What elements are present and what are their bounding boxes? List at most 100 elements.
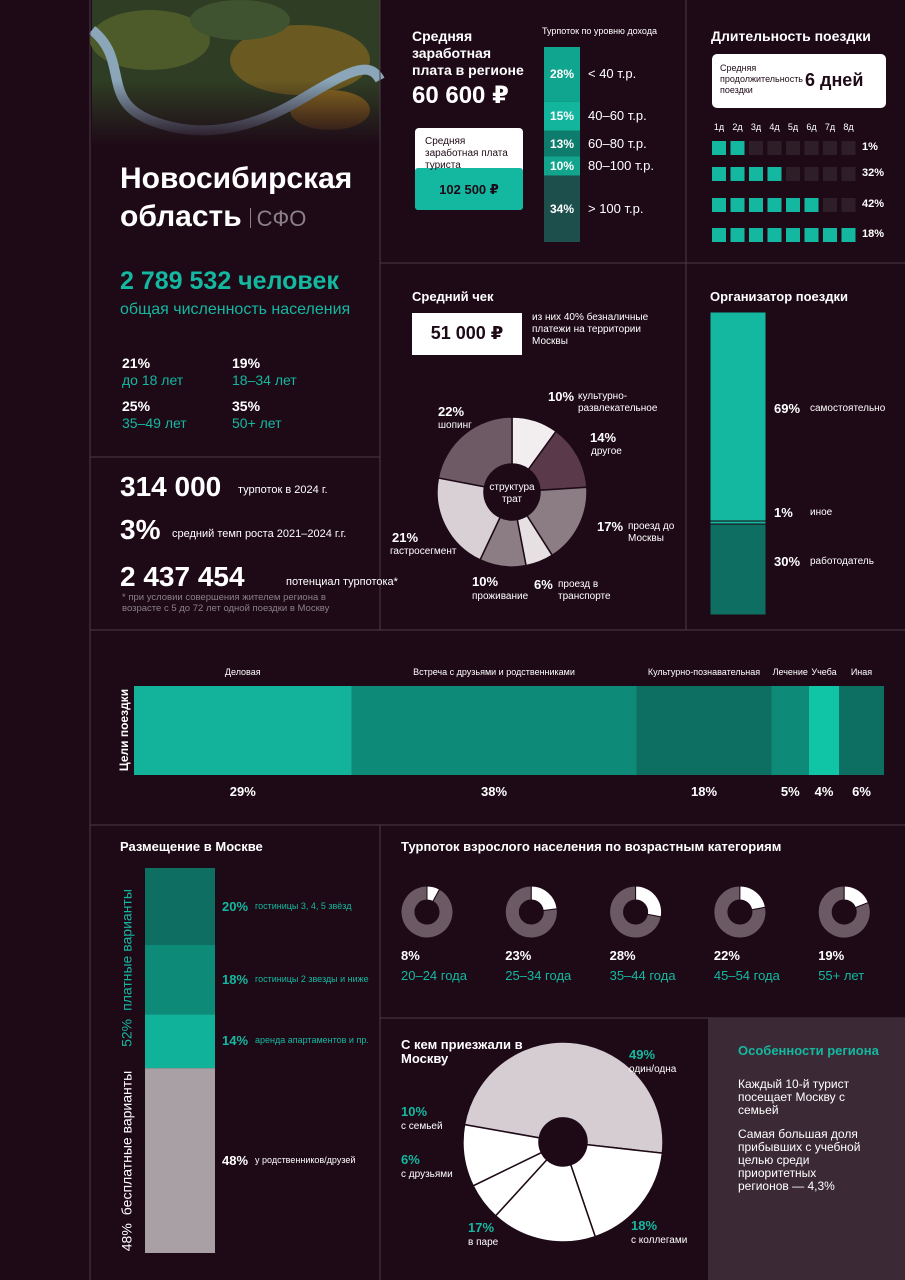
- purpose-label: Культурно-познавательная: [647, 667, 761, 677]
- purpose-value: 4%: [814, 784, 834, 799]
- purpose-segment: [839, 686, 884, 775]
- day-cell: [841, 198, 856, 212]
- average-duration-value: 6 дней: [805, 70, 864, 90]
- age-flow-label: 35–44 года: [609, 968, 676, 983]
- accommodation-segment: [145, 1014, 215, 1069]
- accommodation-label: аренда апартаментов и пр.: [255, 1035, 369, 1046]
- age-flow-value: 19%: [818, 948, 845, 963]
- day-cell: [767, 167, 782, 181]
- companion-slice: [462, 1123, 543, 1187]
- region-district: СФО: [256, 206, 307, 231]
- receipt: [412, 313, 522, 355]
- companions-title: С кем приезжали в Москву: [401, 1037, 523, 1066]
- companion-value: 18%: [631, 1218, 658, 1233]
- day-cell: [804, 198, 819, 212]
- income-value: 15%: [549, 109, 575, 124]
- companion-label: один/одна: [629, 1064, 677, 1075]
- purpose-value: 5%: [780, 784, 800, 799]
- organizer-value: 30%: [774, 554, 801, 569]
- purpose-label: Лечение: [772, 667, 808, 677]
- spending-value-label: 14%: [590, 430, 617, 445]
- age-slice: [426, 885, 441, 903]
- companion-value: 10%: [401, 1104, 428, 1119]
- income-label: 40–60 т.р.: [588, 108, 647, 124]
- age-flow-label: 25–34 года: [505, 968, 572, 983]
- growth-label: средний темп роста 2021–2024 г.г.: [172, 528, 347, 540]
- companion-label: с друзьями: [401, 1169, 453, 1180]
- purpose-segment: [134, 686, 352, 775]
- region-title: Новосибирская область: [120, 162, 353, 233]
- day-cell: [749, 141, 763, 155]
- spending-label: культурно-развлекательное: [578, 391, 658, 414]
- day-header: 8д: [843, 122, 854, 132]
- purpose-segment: [636, 686, 772, 775]
- separator: [249, 208, 251, 228]
- age-ring-rest: [713, 885, 767, 939]
- spending-center: структура трат: [489, 482, 535, 505]
- spending-value-label: 22%: [438, 404, 465, 419]
- purpose-segment: [771, 686, 809, 775]
- group-share: 52%: [118, 1018, 135, 1047]
- day-cell: [786, 198, 800, 212]
- income-label: 80–100 т.р.: [588, 157, 654, 173]
- accommodation-group: 52% платные варианты: [119, 889, 136, 1047]
- spending-value-label: 17%: [597, 519, 624, 534]
- income-value: 10%: [549, 158, 575, 173]
- average-duration-box: [712, 54, 886, 108]
- spending-label: проезд до Москвы: [628, 521, 675, 544]
- day-cell: [823, 198, 837, 212]
- spending-label: проезд в транспорте: [558, 579, 611, 602]
- age-flow-value: 23%: [505, 948, 532, 963]
- features-panel: [708, 1018, 905, 1280]
- day-header: 4д: [769, 122, 780, 132]
- spending-slice: [437, 416, 513, 488]
- purpose-segment: [809, 686, 839, 775]
- age-slice: [635, 885, 663, 918]
- age-slice: [843, 885, 870, 909]
- salary-title: Средняя заработная плата в регионе: [412, 28, 524, 78]
- age-share: 25%: [122, 398, 151, 414]
- purpose-label: Встреча с друзьями и родственниками: [413, 667, 575, 677]
- companion-slice: [463, 1041, 664, 1154]
- tourist-salary-label: Средняя заработная плата туриста: [425, 136, 508, 171]
- day-cell: [804, 141, 819, 155]
- age-label: 35–49 лет: [122, 415, 187, 431]
- features-title: Особенности региона: [738, 1043, 879, 1058]
- age-ring-rest: [817, 885, 871, 939]
- day-cell: [841, 167, 856, 181]
- region-title-block: Новосибирская область СФО: [120, 160, 375, 238]
- feature-item: Каждый 10-й турист посещает Москву с сем…: [738, 1077, 850, 1117]
- day-header: 7д: [824, 122, 836, 132]
- day-cell: [749, 167, 763, 181]
- day-cell: [841, 228, 856, 242]
- day-header: 6д: [806, 122, 817, 132]
- feature-item: Самая большая доля прибывших с учебной ц…: [738, 1127, 861, 1193]
- salary-value: 60 600 ₽: [412, 82, 509, 109]
- spending-value: 51 000 ₽: [430, 323, 504, 343]
- tourists: 314 000: [120, 471, 222, 502]
- duration-share: 42%: [862, 198, 885, 210]
- age-flow-value: 28%: [609, 948, 636, 963]
- day-cell: [730, 228, 745, 242]
- growth: 3%: [120, 514, 161, 545]
- accommodation-value: 14%: [222, 1033, 249, 1049]
- age-flow-label: 45–54 года: [713, 968, 780, 983]
- day-cell: [712, 141, 726, 155]
- spending-label: гастросегмент: [390, 546, 457, 557]
- day-cell: [841, 141, 856, 155]
- income-value: 13%: [549, 136, 575, 151]
- spending-label: шопинг: [438, 420, 472, 431]
- age-share: 21%: [122, 355, 151, 371]
- income-segment: [544, 47, 580, 102]
- day-cell: [712, 228, 726, 242]
- population-label: общая численность населения: [120, 301, 351, 318]
- age-ring-rest: [400, 885, 454, 939]
- income-segment: [544, 130, 580, 157]
- day-header: 1д: [713, 122, 725, 132]
- day-cell: [823, 167, 837, 181]
- day-cell: [804, 228, 819, 242]
- spending-label: другое: [591, 446, 622, 457]
- purpose-label: Деловая: [224, 667, 261, 677]
- potential-label: потенциал турпотока*: [286, 576, 398, 588]
